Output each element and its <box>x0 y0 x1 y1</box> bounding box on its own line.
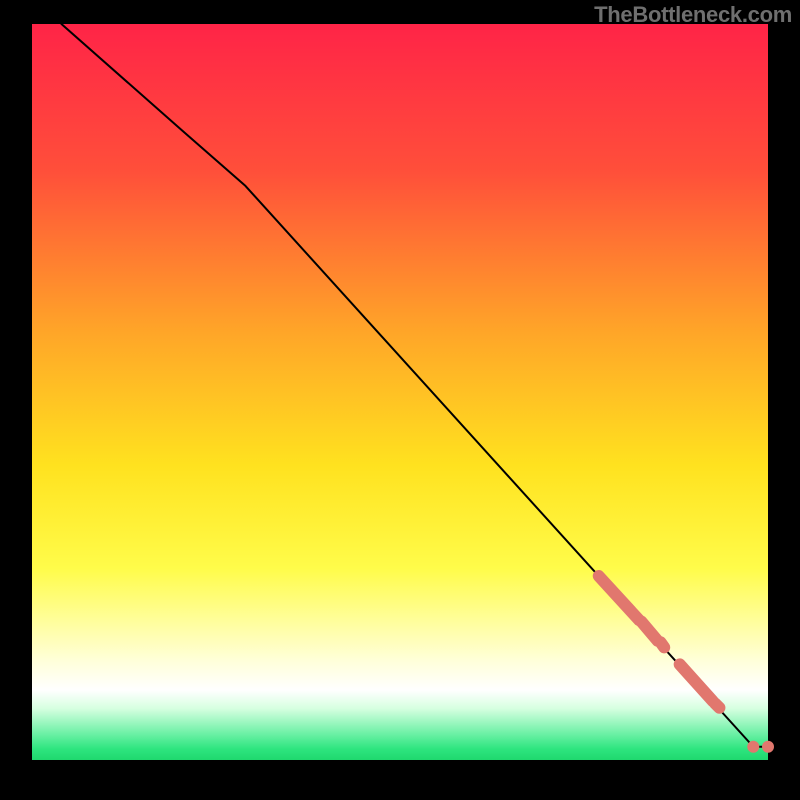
marker-lobe-4 <box>715 703 719 707</box>
marker-lobe-2 <box>661 642 665 647</box>
chart-svg <box>0 0 800 800</box>
marker-endpoint-1 <box>762 741 774 753</box>
marker-endpoint-0 <box>747 741 759 753</box>
watermark-text: TheBottleneck.com <box>594 2 792 28</box>
chart-container: TheBottleneck.com <box>0 0 800 800</box>
heatmap-background <box>32 24 768 760</box>
